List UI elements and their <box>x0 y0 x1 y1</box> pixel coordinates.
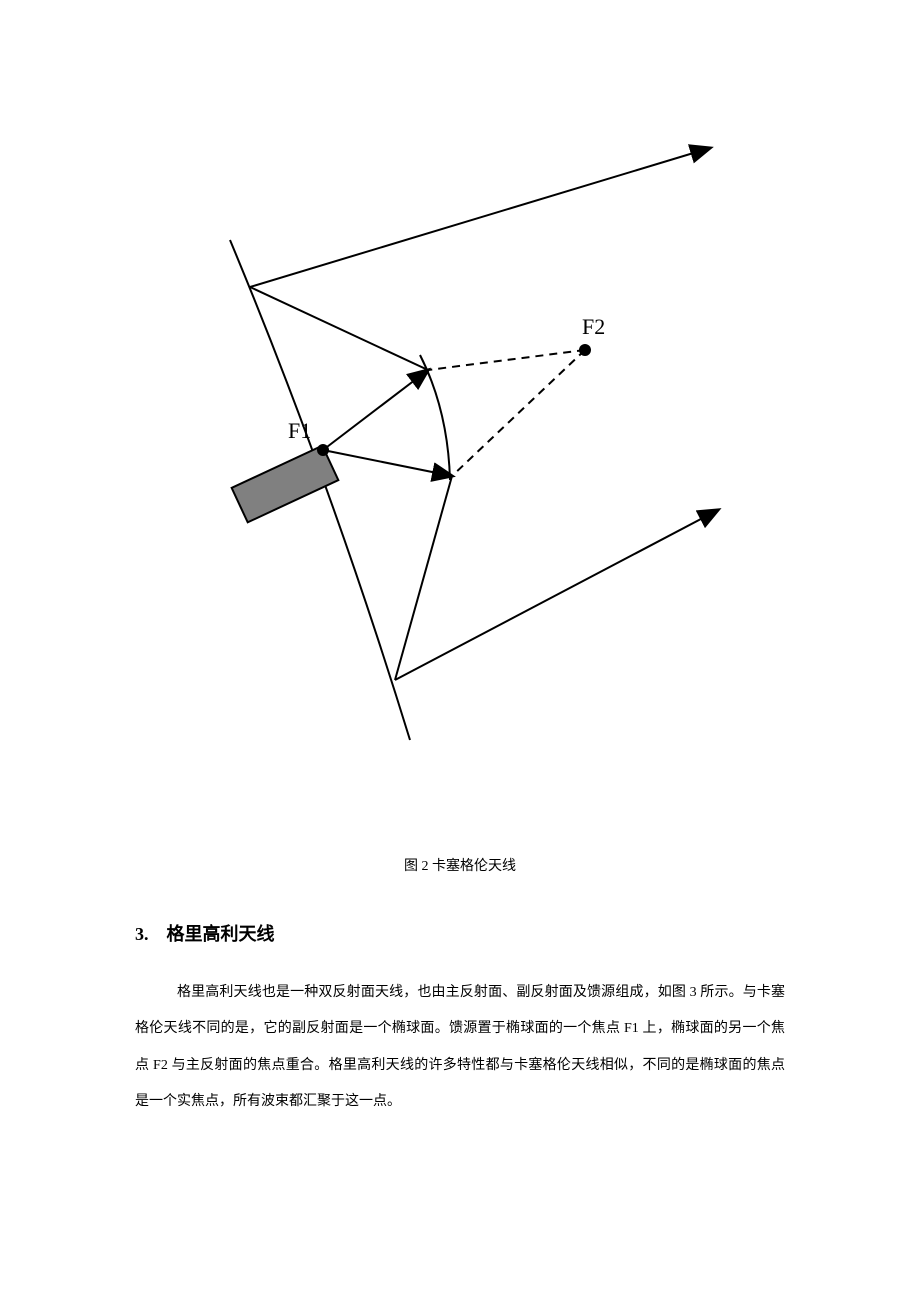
body-paragraph: 格里高利天线也是一种双反射面天线，也由主反射面、副反射面及馈源组成，如图 3 所… <box>135 975 785 1121</box>
antenna-diagram: F1 F2 <box>180 130 740 770</box>
section-heading: 3. 格里高利天线 <box>135 920 275 946</box>
figure-caption: 图 2 卡塞格伦天线 <box>0 855 920 875</box>
svg-text:F2: F2 <box>582 314 605 339</box>
section-number: 3. <box>135 924 149 944</box>
section-title: 格里高利天线 <box>167 924 275 944</box>
diagram-svg: F1 F2 <box>180 130 740 770</box>
svg-text:F1: F1 <box>288 418 311 443</box>
